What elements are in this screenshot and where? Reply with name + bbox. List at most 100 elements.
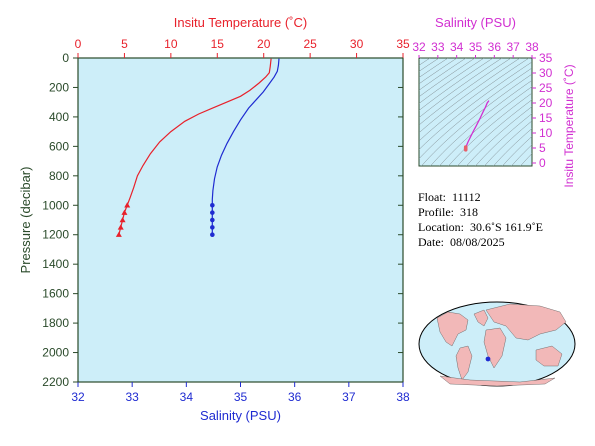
ts-curve [465,100,490,150]
float-location-marker [485,356,491,362]
ts-temperature-tick-label: 0 [539,156,546,170]
density-contour-line [419,67,532,160]
temperature-tick-label: 0 [75,37,82,51]
density-contour-line [419,58,503,118]
profile-value: 318 [460,205,478,219]
salinity-point-marker [210,232,215,238]
date-value: 08/08/2025 [450,235,505,249]
location-value: 30.6˚S 161.9˚E [469,220,543,234]
date-label: Date: [418,235,444,249]
temperature-point-marker [117,224,124,230]
float-info-panel: Float: 11112 Profile: 318 Location: 30.6˚S … [418,190,543,250]
temperature-axis-label: Insitu Temperature (˚C) [174,15,307,30]
density-contour-line [457,99,532,166]
ts-salinity-tick-label: 35 [469,40,483,54]
location-label: Location: [418,220,464,234]
pressure-tick-label: 1000 [42,198,69,212]
temperature-tick-label: 15 [211,37,225,51]
pressure-tick-label: 0 [62,51,69,65]
ts-temperature-tick-label: 15 [539,111,553,125]
ts-temperature-tick-label: 20 [539,96,553,110]
salinity-tick-label: 33 [125,390,139,404]
density-contour-line [419,58,530,142]
location-row: Location: 30.6˚S 161.9˚E [418,220,543,235]
map-land [436,303,567,387]
salinity-axis-label: Salinity (PSU) [200,408,281,423]
density-contour-line [493,128,532,166]
density-contour-line [484,120,532,166]
ts-salinity-tick-label: 36 [488,40,502,54]
float-id-row: Float: 11112 [418,190,543,205]
salinity-point-marker [210,225,215,230]
pressure-tick-label: 2200 [42,375,69,389]
main-profile-plot: 0 5 10 15 20 25 30 35 32 33 34 35 36 37 38 0 200 400 600 80… [18,15,410,423]
ts-salinity-tick-label: 32 [412,40,426,54]
pressure-tick-label: 1400 [42,257,69,271]
ts-salinity-tick-label: 33 [431,40,445,54]
pressure-tick-label: 1200 [42,228,69,242]
world-map-inset [418,301,576,387]
temperature-tick-label: 35 [396,37,410,51]
salinity-point-marker [210,202,215,208]
salinity-tick-label: 36 [288,390,302,404]
pressure-tick-label: 1600 [42,287,69,301]
pressure-tick-label: 200 [49,80,69,94]
density-contour-line [520,153,532,166]
density-contour-line [419,58,512,126]
temperature-profile-line [118,58,272,235]
temperature-point-marker [115,231,122,237]
temperature-tick-label: 25 [303,37,317,51]
salinity-tick-label: 37 [342,390,356,404]
profile-row: Profile: 318 [418,205,543,220]
salinity-profile-line [211,58,280,235]
salinity-point-marker [210,217,215,223]
pressure-tick-label: 600 [49,139,69,153]
salinity-tick-label: 32 [71,390,85,404]
ts-salinity-tick-label: 34 [450,40,464,54]
density-contour-line [502,136,532,166]
ts-salinity-tick-label: 37 [506,40,520,54]
density-contours [419,58,532,166]
ts-temperature-tick-label: 10 [539,126,553,140]
pressure-axis-label: Pressure (decibar) [18,167,33,274]
density-contour-line [466,106,532,166]
ts-temperature-axis-label: Insitu Temperature (˚C) [562,64,576,187]
temperature-point-marker [124,202,131,208]
pressure-tick-label: 2000 [42,346,69,360]
ts-salinity-tick-label: 38 [525,40,539,54]
salinity-tick-label: 38 [396,390,410,404]
float-value: 11112 [452,190,481,204]
density-contour-line [419,58,494,111]
ts-temperature-tick-label: 35 [539,51,553,65]
density-contour-line [475,113,532,166]
density-contour-line [419,58,521,134]
ts-temperature-tick-label: 30 [539,66,553,80]
density-contour-line [511,144,532,166]
density-contour-line [448,92,532,166]
density-contour-line [421,73,532,166]
salinity-point-marker [210,210,215,215]
date-row: Date: 08/08/2025 [418,235,543,250]
density-contour-line [419,61,532,150]
temperature-tick-label: 5 [121,37,128,51]
float-label: Float: [418,190,447,204]
ts-plot-area [418,57,533,167]
pressure-tick-label: 1800 [42,316,69,330]
pressure-tick-label: 400 [49,110,69,124]
salinity-tick-label: 34 [180,390,194,404]
density-contour-line [430,80,532,166]
ts-salinity-axis-label: Salinity (PSU) [435,15,516,30]
profile-label: Profile: [418,205,454,219]
temperature-tick-label: 10 [164,37,178,51]
temperature-tick-label: 20 [257,37,271,51]
main-plot-area [77,57,404,383]
density-contour-line [439,86,532,166]
temperature-point-marker [119,217,126,223]
ts-temperature-tick-label: 5 [539,141,546,155]
ts-temperature-tick-label: 25 [539,81,553,95]
temperature-tick-label: 30 [350,37,364,51]
pressure-tick-label: 800 [49,169,69,183]
